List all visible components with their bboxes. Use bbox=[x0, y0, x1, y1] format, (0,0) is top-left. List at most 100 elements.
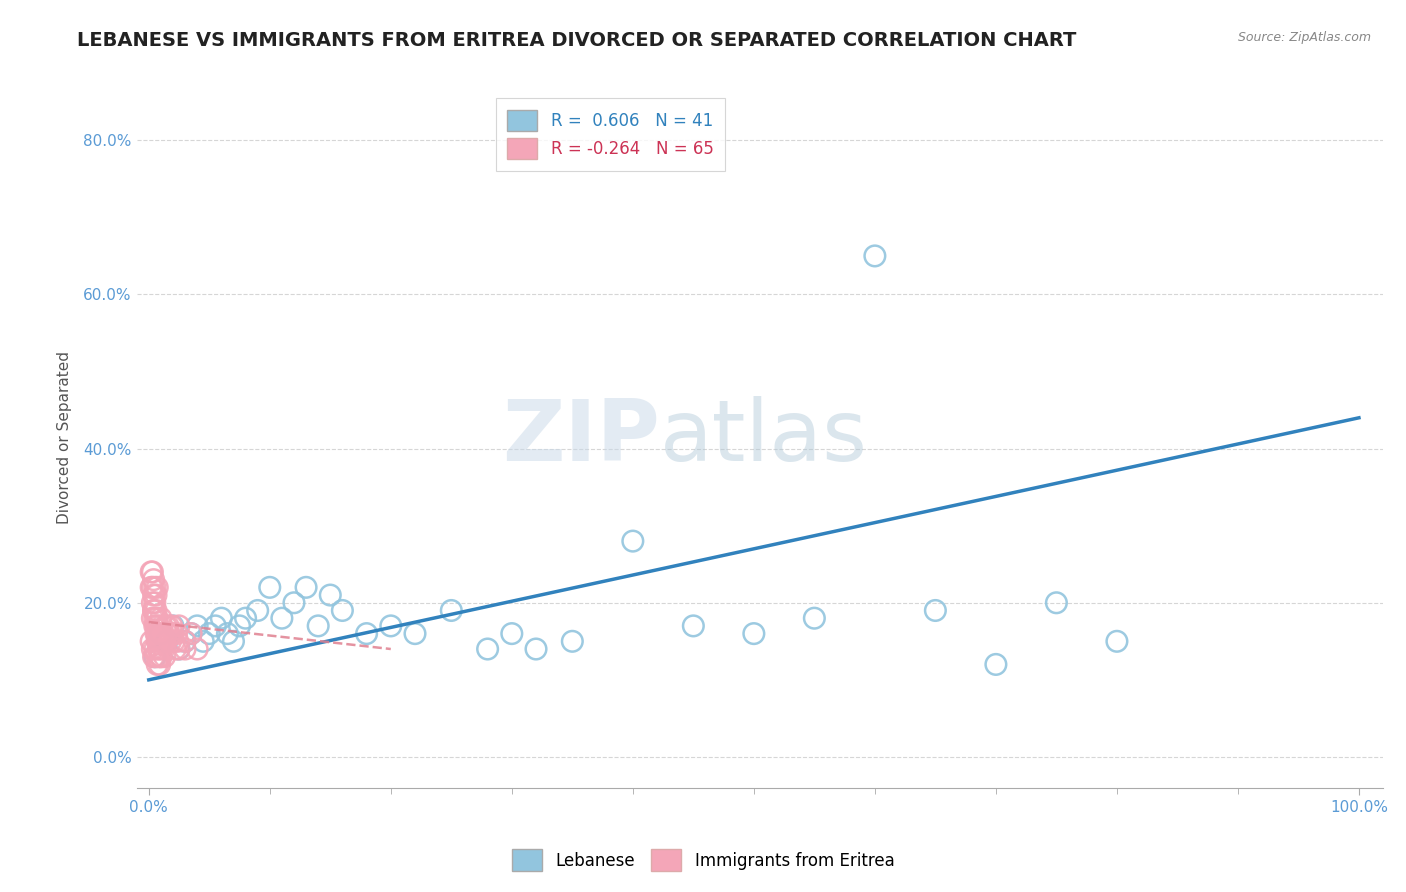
Point bbox=[156, 626, 179, 640]
Point bbox=[148, 649, 170, 664]
Point bbox=[159, 634, 181, 648]
Point bbox=[167, 642, 190, 657]
Point bbox=[246, 603, 269, 617]
Point bbox=[174, 634, 197, 648]
Point bbox=[163, 634, 186, 648]
Point bbox=[155, 619, 177, 633]
Point bbox=[204, 619, 226, 633]
Point bbox=[166, 634, 188, 648]
Point bbox=[157, 619, 180, 633]
Point bbox=[162, 619, 184, 633]
Point bbox=[561, 634, 583, 648]
Point bbox=[146, 634, 169, 648]
Point bbox=[193, 634, 215, 648]
Point bbox=[259, 580, 281, 594]
Point bbox=[152, 642, 174, 657]
Point bbox=[295, 580, 318, 594]
Point bbox=[145, 588, 167, 602]
Point bbox=[235, 611, 257, 625]
Point bbox=[149, 611, 172, 625]
Point bbox=[142, 603, 165, 617]
Point bbox=[283, 596, 305, 610]
Point bbox=[157, 626, 180, 640]
Point bbox=[742, 626, 765, 640]
Text: atlas: atlas bbox=[661, 395, 868, 478]
Point bbox=[148, 634, 170, 648]
Point bbox=[404, 626, 426, 640]
Point bbox=[501, 626, 523, 640]
Point bbox=[803, 611, 825, 625]
Point bbox=[142, 588, 165, 602]
Point bbox=[153, 634, 176, 648]
Point bbox=[440, 603, 463, 617]
Point bbox=[524, 642, 547, 657]
Text: ZIP: ZIP bbox=[502, 395, 661, 478]
Point bbox=[477, 642, 499, 657]
Point bbox=[149, 626, 172, 640]
Point bbox=[146, 626, 169, 640]
Point bbox=[167, 619, 190, 633]
Point bbox=[621, 534, 644, 549]
Point bbox=[141, 611, 163, 625]
Point bbox=[141, 580, 163, 594]
Point bbox=[149, 626, 172, 640]
Point bbox=[141, 642, 163, 657]
Point bbox=[149, 634, 172, 648]
Point bbox=[145, 619, 167, 633]
Point bbox=[142, 649, 165, 664]
Point bbox=[150, 619, 173, 633]
Point bbox=[143, 596, 166, 610]
Point bbox=[356, 626, 378, 640]
Point bbox=[141, 634, 163, 648]
Point bbox=[145, 603, 167, 617]
Point bbox=[180, 626, 202, 640]
Point bbox=[217, 626, 239, 640]
Point bbox=[180, 626, 202, 640]
Point bbox=[149, 649, 172, 664]
Point bbox=[166, 626, 188, 640]
Point bbox=[149, 657, 172, 672]
Point bbox=[270, 611, 292, 625]
Point bbox=[149, 649, 172, 664]
Point bbox=[148, 642, 170, 657]
Point bbox=[153, 649, 176, 664]
Point bbox=[141, 565, 163, 579]
Point bbox=[167, 642, 190, 657]
Point bbox=[142, 603, 165, 617]
Point bbox=[149, 642, 172, 657]
Point bbox=[141, 565, 163, 579]
Point bbox=[863, 249, 886, 263]
Point bbox=[150, 634, 173, 648]
Legend: R =  0.606   N = 41, R = -0.264   N = 65: R = 0.606 N = 41, R = -0.264 N = 65 bbox=[495, 98, 725, 171]
Point bbox=[148, 619, 170, 633]
Point bbox=[162, 626, 184, 640]
Point bbox=[924, 603, 946, 617]
Point bbox=[149, 626, 172, 640]
Text: LEBANESE VS IMMIGRANTS FROM ERITREA DIVORCED OR SEPARATED CORRELATION CHART: LEBANESE VS IMMIGRANTS FROM ERITREA DIVO… bbox=[77, 31, 1077, 50]
Point bbox=[150, 626, 173, 640]
Point bbox=[156, 634, 179, 648]
Point bbox=[146, 657, 169, 672]
Y-axis label: Divorced or Separated: Divorced or Separated bbox=[58, 351, 72, 524]
Point bbox=[984, 657, 1007, 672]
Point bbox=[186, 642, 208, 657]
Point bbox=[198, 626, 221, 640]
Point bbox=[143, 580, 166, 594]
Point bbox=[174, 642, 197, 657]
Point bbox=[160, 619, 183, 633]
Point bbox=[143, 642, 166, 657]
Point bbox=[319, 588, 342, 602]
Point bbox=[143, 611, 166, 625]
Point bbox=[146, 611, 169, 625]
Point bbox=[332, 603, 354, 617]
Point bbox=[145, 649, 167, 664]
Point bbox=[145, 626, 167, 640]
Point bbox=[146, 580, 169, 594]
Point bbox=[152, 626, 174, 640]
Point bbox=[141, 580, 163, 594]
Point bbox=[143, 649, 166, 664]
Point bbox=[143, 619, 166, 633]
Point bbox=[209, 611, 232, 625]
Point bbox=[174, 634, 197, 648]
Point bbox=[228, 619, 250, 633]
